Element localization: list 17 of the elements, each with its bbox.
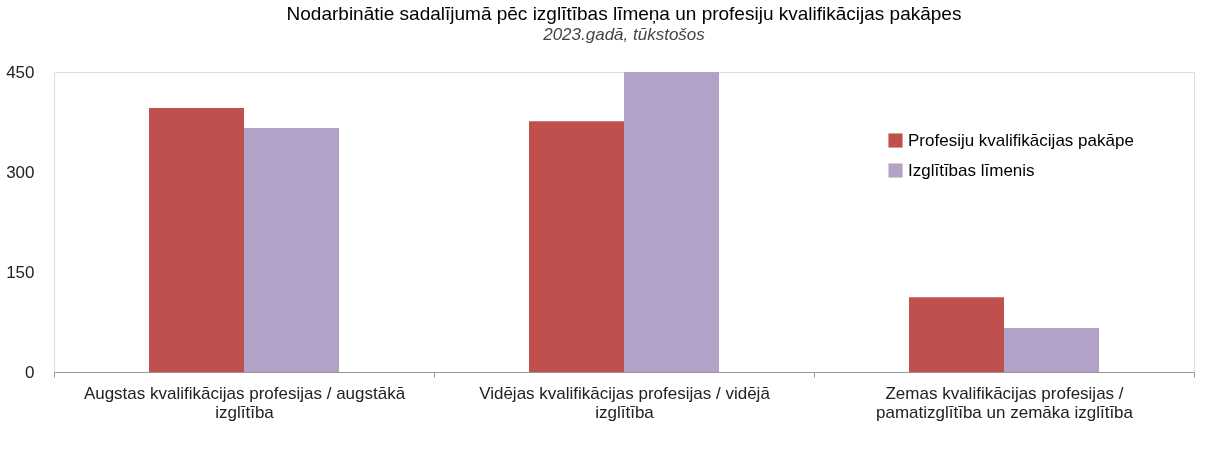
y-tick-label: 0 [25, 362, 35, 382]
legend-label: Profesiju kvalifikācijas pakāpe [908, 130, 1134, 150]
x-tick-label: Vidējas kvalifikācijas profesijas / vidējā izglītība [479, 383, 771, 422]
x-tick-label: Augstas kvalifikācijas profesijas / augstākā izglītība [83, 383, 406, 422]
bar [624, 72, 719, 372]
bar [244, 128, 339, 372]
chart-subtitle: 2023.gadā, tūkstošos [542, 25, 706, 44]
chart-title: Nodarbinātie sadalījumā pēc izglītības līmeņa un profesiju kvalifikācijas pakāpes [286, 3, 962, 24]
y-tick-label: 150 [6, 262, 35, 282]
legend-label: Izglītības līmenis [908, 160, 1035, 180]
y-tick-label: 300 [6, 162, 35, 182]
bar [529, 121, 624, 372]
y-tick-label: 450 [6, 62, 35, 82]
bar [1004, 328, 1099, 372]
bar [909, 297, 1004, 372]
x-tick-label: Zemas kvalifikācijas profesijas / pamatizglītība un zemāka izglītība [875, 383, 1134, 422]
bar [149, 108, 244, 372]
